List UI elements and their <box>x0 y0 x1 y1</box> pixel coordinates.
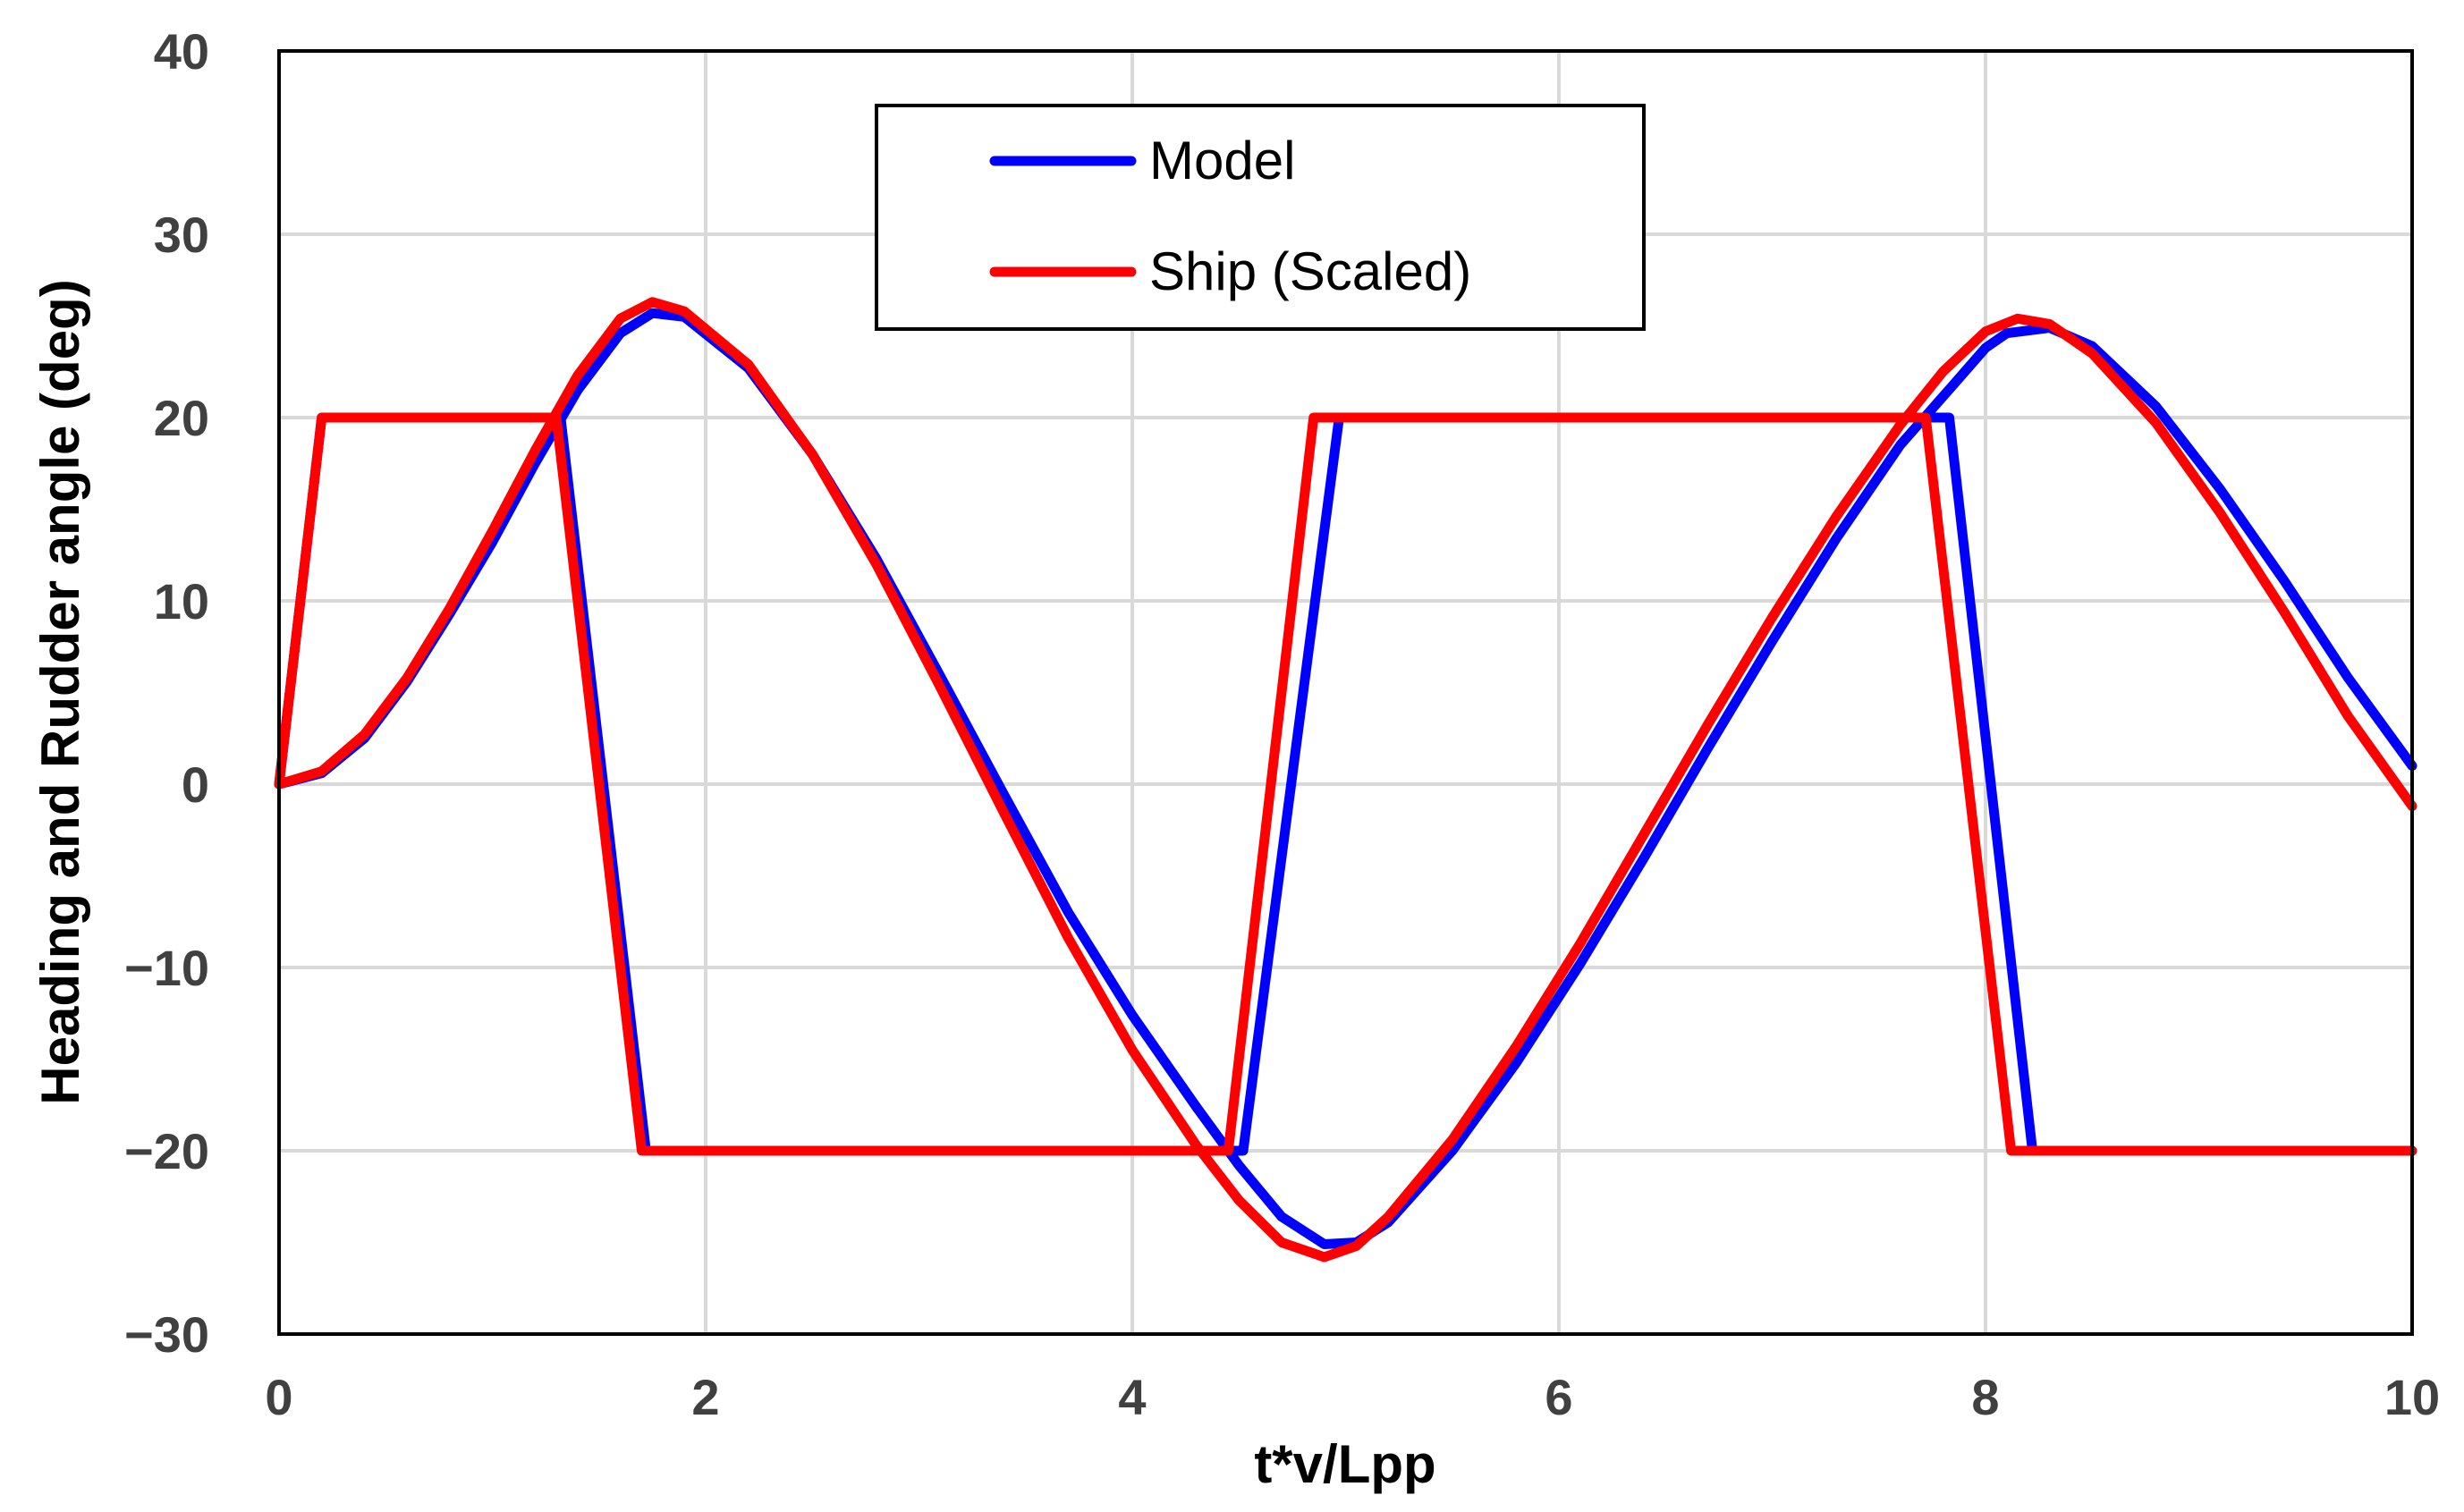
y-tick-label: −30 <box>124 1306 209 1363</box>
y-tick-label: 30 <box>154 207 209 263</box>
series-ship-scaled-rudder <box>274 412 2417 1156</box>
x-tick-label: 6 <box>1545 1369 1572 1425</box>
y-axis-title: Heading and Rudder angle (deg) <box>30 279 90 1104</box>
legend-label-model: Model <box>1149 131 1295 190</box>
y-tick-label: 40 <box>154 23 209 80</box>
y-tick-labels: −30 −20 −10 0 10 20 30 40 <box>124 23 209 1363</box>
x-tick-label: 2 <box>691 1369 719 1425</box>
x-tick-label: 10 <box>2384 1369 2440 1425</box>
series-lines <box>274 297 2417 1263</box>
series-model-heading <box>274 308 2417 1249</box>
legend: Model Ship (Scaled) <box>875 104 1646 331</box>
x-tick-label: 0 <box>265 1369 292 1425</box>
legend-label-ship: Ship (Scaled) <box>1149 241 1471 301</box>
x-tick-label: 8 <box>1971 1369 1999 1425</box>
series-ship-scaled-heading <box>274 297 2417 1263</box>
y-tick-label: 10 <box>154 573 209 629</box>
y-tick-label: 20 <box>154 390 209 446</box>
x-axis-title: t*v/Lpp <box>1254 1434 1435 1494</box>
x-tick-labels: 0 2 4 6 8 10 <box>265 1369 2440 1425</box>
x-tick-label: 4 <box>1118 1369 1146 1425</box>
y-tick-label: −10 <box>124 940 209 996</box>
y-tick-label: −20 <box>124 1123 209 1179</box>
y-tick-label: 0 <box>182 756 209 813</box>
plot-frame <box>277 49 2414 1336</box>
legend-box <box>875 104 1646 331</box>
